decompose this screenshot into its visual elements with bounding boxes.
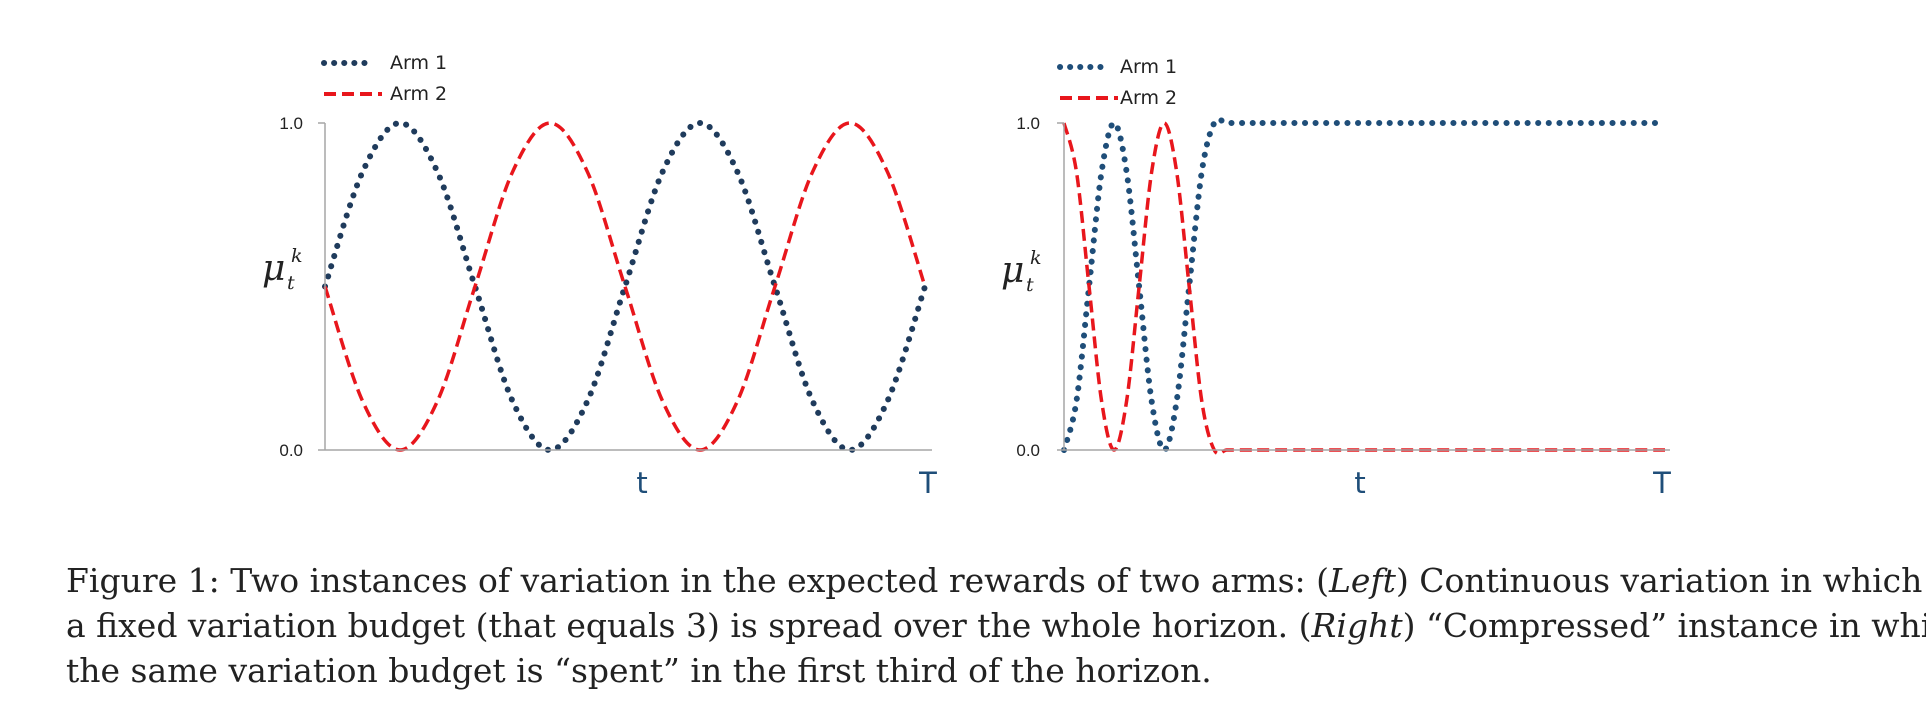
caption-mid-2: ) “Compressed” instance in which [1402,606,1926,645]
y-tick-label-0: 0.0 [279,441,303,460]
caption-line-3: the same variation budget is “spent” in … [66,651,1212,690]
y-label-sup: k [1030,247,1042,269]
y-tick-label-0: 0.0 [1016,441,1040,460]
x-label-T: T [1652,466,1671,500]
series-line-arm-1 [1061,116,1668,454]
y-tick-label-1: 1.0 [279,114,303,133]
y-tick-label-1: 1.0 [1016,114,1040,133]
caption-left-word: Left [1329,561,1396,600]
caption-mid-1: ) Continuous variation in which [1395,561,1923,600]
y-label-main: μ [1001,250,1024,291]
x-label-t: t [1354,466,1365,500]
caption-line-2: a fixed variation budget (that equals 3)… [66,603,1926,648]
legend: Arm 1 Arm 2 [321,52,447,105]
y-label-sup: k [291,245,303,267]
legend: Arm 1 Arm 2 [1057,56,1177,109]
series-line-arm-1 [322,119,928,454]
right-chart: 1.0 0.0 μ k t t T Arm 1 Arm 2 [1001,56,1671,500]
legend-label-arm-1: Arm 1 [390,52,447,74]
x-label-t: t [636,466,647,500]
caption-line-1: Figure 1: Two instances of variation in … [66,558,1922,603]
legend-label-arm-2: Arm 2 [390,83,447,105]
series-line-arm-2 [323,121,927,452]
caption-right-word: Right [1311,606,1403,645]
y-label-sub: t [287,272,295,294]
figure-caption: Figure 1: Two instances of variation in … [66,558,1926,693]
legend-label-arm-1: Arm 1 [1120,56,1177,78]
y-axis-label: μ k t [1001,247,1042,296]
y-axis-label: μ k t [262,245,303,294]
series-line-arm-2 [1062,121,1665,456]
legend-label-arm-2: Arm 2 [1120,87,1177,109]
left-chart: 1.0 0.0 μ k t t T Arm 1 Arm 2 [262,52,937,500]
y-label-main: μ [262,248,285,289]
x-label-T: T [918,466,937,500]
caption-prefix: Figure 1: Two instances of variation in … [66,561,1330,600]
caption-line-2-start: a fixed variation budget (that equals 3)… [66,606,1312,645]
y-label-sub: t [1026,274,1034,296]
